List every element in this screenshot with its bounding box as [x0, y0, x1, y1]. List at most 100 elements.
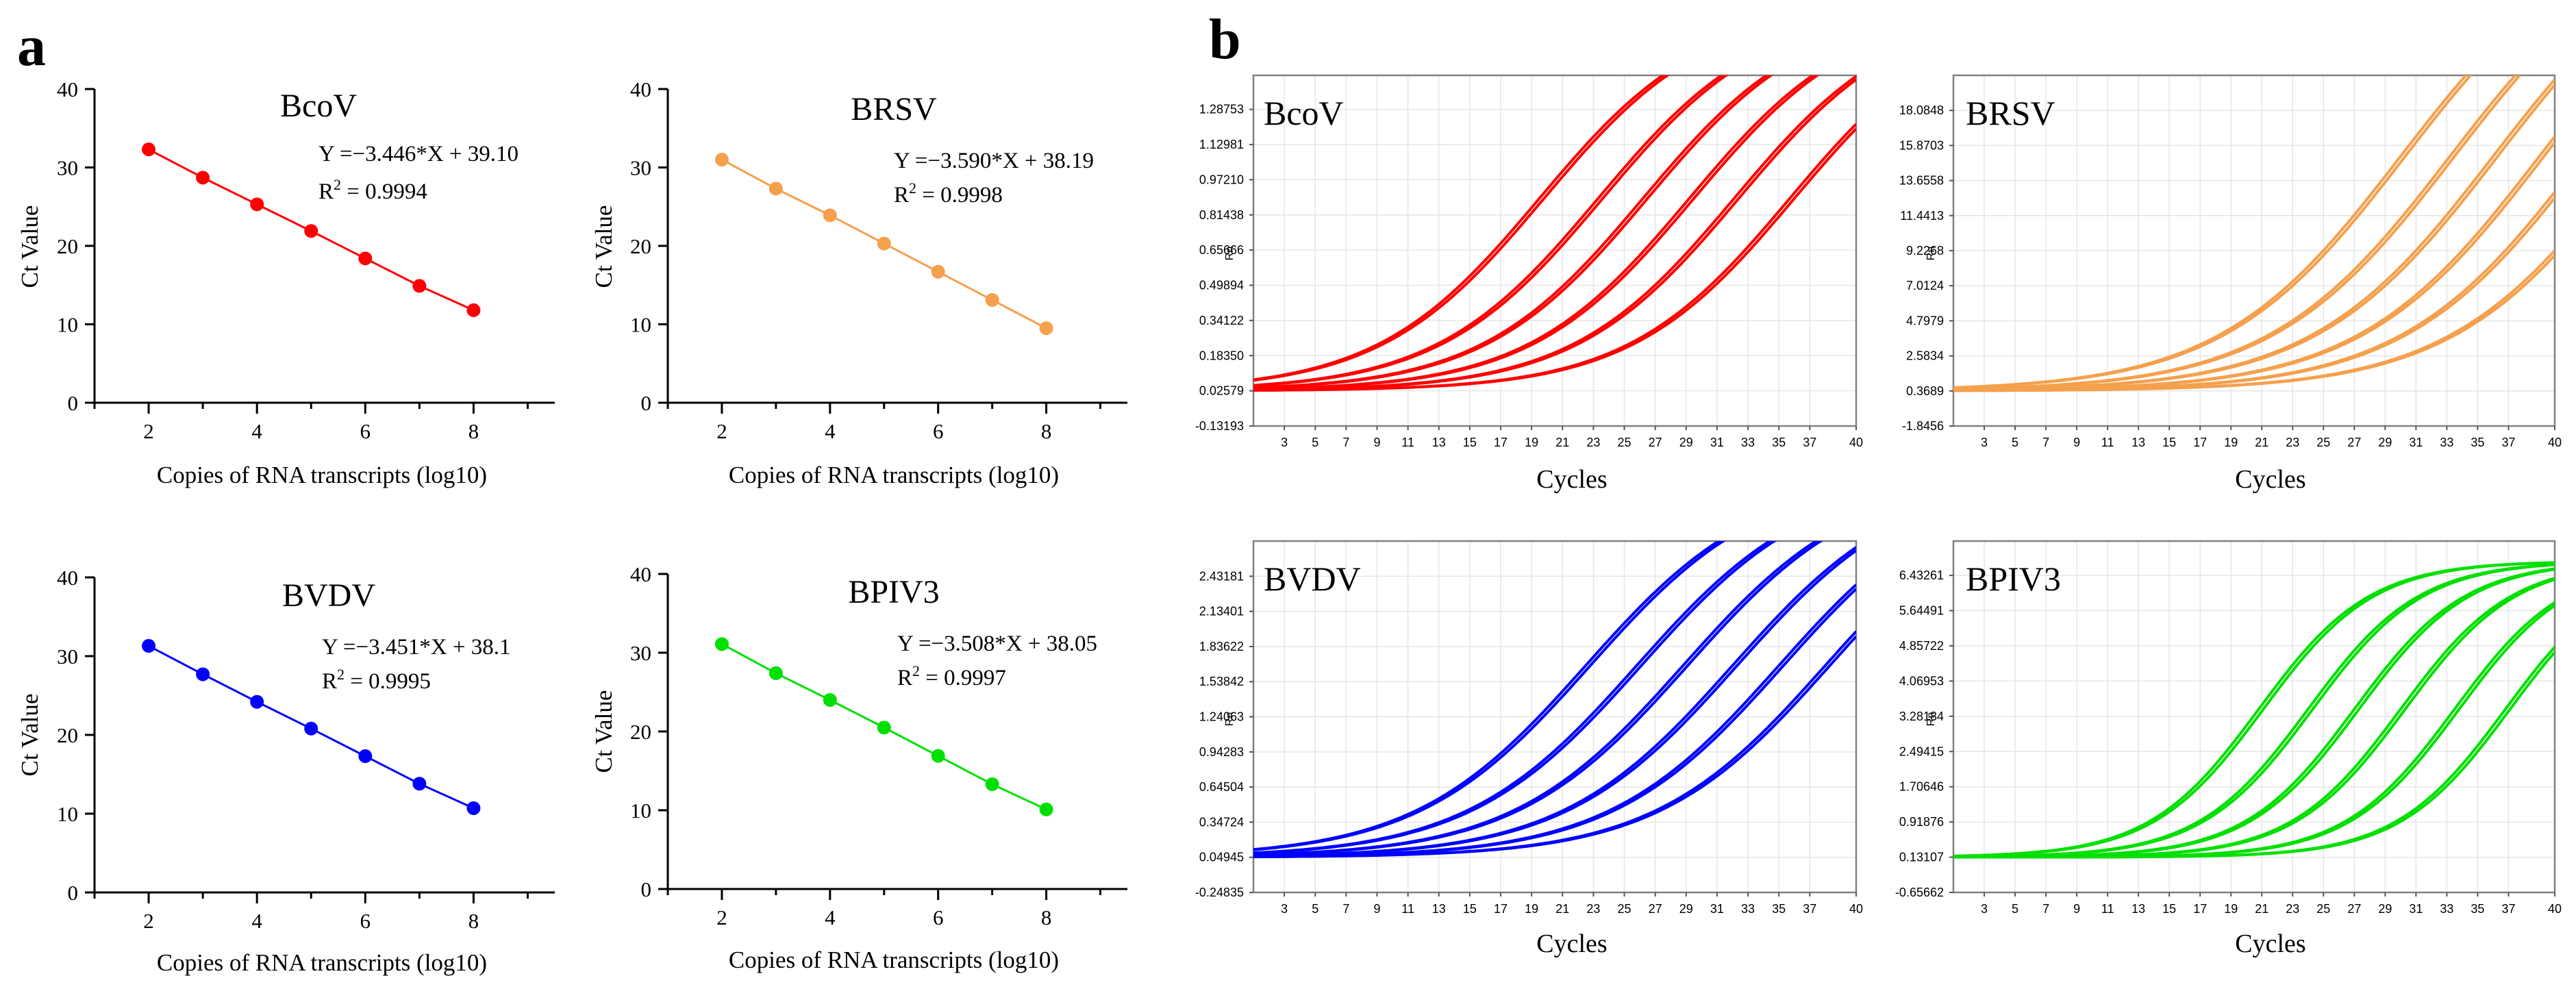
x-tick-label: 17	[2193, 436, 2207, 449]
y-tick-label: 0.34724	[1199, 815, 1244, 829]
x-tick-label: 3	[1981, 436, 1988, 449]
chart-title: BRSV	[1966, 94, 2055, 132]
amplification-curve	[1253, 541, 1823, 857]
x-tick-label: 23	[2286, 902, 2299, 916]
r-squared-superscript: 2	[337, 666, 345, 683]
x-tick-label: 5	[2012, 436, 2018, 449]
x-tick-label: 40	[1849, 902, 1863, 916]
x-tick-label: 19	[1525, 902, 1538, 916]
panel-label-b: b	[1209, 8, 1241, 71]
y-tick-label: 0.65666	[1199, 243, 1244, 257]
x-tick-label: 19	[1525, 436, 1538, 449]
x-tick-label: 5	[2012, 902, 2018, 916]
x-tick-label: 21	[1555, 436, 1569, 449]
y-tick-label: 2.43181	[1199, 569, 1244, 583]
x-tick-label: 13	[2131, 902, 2145, 916]
x-tick-label: 15	[2162, 902, 2176, 916]
x-axis-label: Copies of RNA transcripts (log10)	[157, 462, 487, 488]
x-axis-label: Copies of RNA transcripts (log10)	[157, 949, 487, 976]
y-tick-label: 40	[630, 562, 651, 586]
x-tick-label: 9	[2073, 436, 2080, 449]
x-tick-label: 21	[2255, 436, 2268, 449]
data-point	[877, 236, 891, 251]
x-tick-label: 35	[2471, 436, 2484, 449]
r-squared-symbol: R	[318, 179, 334, 204]
data-point	[304, 224, 318, 238]
data-point	[196, 667, 210, 681]
data-point	[466, 801, 481, 815]
x-tick-label: 35	[1772, 902, 1786, 916]
r-squared-label: R2 = 0.9997	[897, 662, 1006, 690]
chart-title: BVDV	[1264, 560, 1361, 598]
x-tick-label: 13	[1432, 436, 1446, 449]
y-tick-label: 0.97210	[1199, 173, 1244, 186]
amplification-curve	[1253, 75, 1666, 381]
y-tick-label: 1.24063	[1199, 710, 1244, 724]
data-point	[304, 721, 318, 736]
y-tick-label: 0	[68, 391, 79, 415]
amplification-curve	[1253, 75, 1670, 382]
x-tick-label: 19	[2224, 902, 2238, 916]
x-tick-label: 37	[2501, 902, 2515, 916]
r-squared-value: = 0.9997	[920, 666, 1006, 690]
y-tick-label: 30	[57, 156, 78, 180]
x-tick-label: 17	[2193, 902, 2207, 916]
y-tick-label: 13.6558	[1899, 174, 1944, 188]
x-tick-label: 8	[468, 909, 479, 933]
r-squared-value: = 0.9994	[341, 179, 427, 204]
r-squared-label: R2 = 0.9998	[894, 179, 1003, 208]
amp-bcov-chart: -0.13193 0.02579 0.18350 0.34122 0.49894 0.65…	[1195, 74, 1863, 494]
amp-brsv-chart: -1.8456 0.3689 2.5834 4.7979 7.0124 9.2268 11.…	[1899, 74, 2562, 494]
data-point	[250, 694, 264, 709]
x-tick-label: 9	[1374, 436, 1381, 449]
curves-group	[1953, 561, 2555, 859]
chart-title: BcoV	[1264, 94, 1344, 132]
y-tick-label: 2.5834	[1906, 349, 1944, 363]
x-tick-label: 25	[1618, 902, 1631, 916]
x-tick-label: 21	[1555, 902, 1569, 916]
x-tick-label: 2	[143, 909, 154, 933]
y-tick-label: -1.8456	[1902, 419, 1944, 433]
y-tick-label: 40	[57, 566, 78, 590]
x-tick-label: 5	[1312, 436, 1318, 449]
y-tick-label: -0.13193	[1195, 419, 1244, 433]
data-point	[823, 208, 837, 223]
x-tick-label: 2	[716, 419, 727, 443]
x-tick-label: 13	[2131, 436, 2145, 449]
x-tick-label: 23	[1586, 902, 1600, 916]
x-tick-label: 27	[1649, 436, 1662, 449]
x-axis-label: Cycles	[2235, 929, 2305, 958]
x-tick-label: 31	[1710, 436, 1724, 449]
y-tick-label: 6.43261	[1899, 568, 1944, 582]
data-point	[412, 777, 427, 791]
curves-group	[1953, 75, 2555, 392]
amplification-curve	[1253, 541, 1777, 855]
x-tick-label: 7	[1342, 436, 1349, 449]
amplification-curve	[1953, 651, 2555, 859]
x-tick-label: 15	[1463, 902, 1477, 916]
y-axis-label: Rn	[1925, 712, 1937, 726]
y-tick-label: 40	[57, 77, 78, 101]
y-tick-label: 0.81438	[1199, 208, 1244, 222]
x-tick-label: 29	[2378, 436, 2392, 449]
y-tick-label: 5.64491	[1899, 604, 1944, 618]
data-point	[931, 264, 945, 279]
x-tick-label: 27	[2347, 436, 2361, 449]
x-tick-label: 31	[1710, 902, 1724, 916]
r-squared-symbol: R	[322, 669, 337, 694]
r-squared-value: = 0.9995	[345, 669, 431, 694]
x-tick-label: 40	[1849, 436, 1863, 449]
x-tick-label: 25	[2316, 436, 2330, 449]
x-tick-label: 4	[251, 419, 262, 443]
r-squared-superscript: 2	[909, 179, 916, 197]
x-tick-label: 8	[1041, 419, 1052, 443]
regression-equation: Y =−3.451*X + 38.1	[322, 635, 511, 660]
amp-bvdv-chart: -0.24835 0.04945 0.34724 0.64504 0.94283 1.24…	[1195, 540, 1863, 958]
x-axis-label: Cycles	[1536, 929, 1607, 958]
x-tick-label: 23	[1586, 436, 1600, 449]
amplification-curve	[1253, 635, 1856, 858]
amplification-curve	[1253, 75, 1820, 391]
